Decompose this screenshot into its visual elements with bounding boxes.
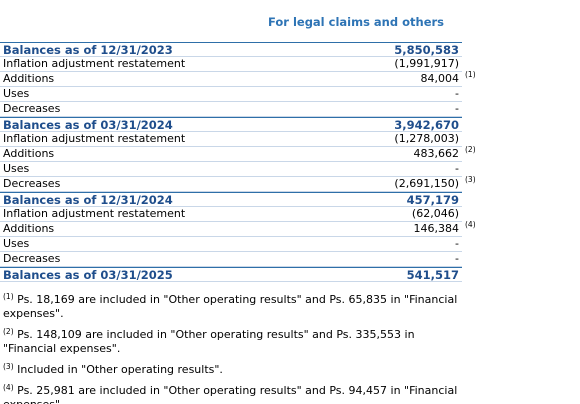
row-label: Inflation adjustment restatement: [3, 132, 186, 145]
row-value: 483,662: [413, 147, 460, 160]
footnotes: (1) Ps. 18,169 are included in "Other op…: [3, 290, 463, 404]
row-label: Additions: [3, 222, 55, 235]
footnote: (4) Ps. 25,981 are included in "Other op…: [3, 381, 463, 404]
row-value: -: [455, 102, 459, 115]
footnote-marker: (2): [3, 327, 14, 336]
row-label: Balances as of 03/31/2025: [3, 268, 173, 282]
row-label: Additions: [3, 147, 55, 160]
row-value: -: [455, 252, 459, 265]
row-value: -: [455, 87, 459, 100]
row-value: 541,517: [406, 268, 459, 282]
footnote-marker: (1): [3, 292, 14, 301]
row-label: Balances as of 12/31/2024: [3, 193, 173, 207]
table-row: Additions 483,662 (2): [0, 145, 476, 162]
row-value: (2,691,150): [394, 177, 459, 190]
footnote-ref: (4): [465, 220, 476, 229]
row-label: Decreases: [3, 177, 61, 190]
footnote-marker: (3): [3, 362, 14, 371]
footnote: (3) Included in "Other operating results…: [3, 360, 463, 377]
row-value: 146,384: [413, 222, 460, 235]
footnote-ref: (1): [465, 70, 476, 79]
row-label: Decreases: [3, 102, 61, 115]
balance-row: Balances as of 12/31/2023 5,850,583: [0, 42, 462, 57]
row-label: Additions: [3, 72, 55, 85]
table-row: Inflation adjustment restatement (62,046): [0, 207, 462, 222]
row-value: 84,004: [420, 72, 460, 85]
row-value: 5,850,583: [394, 43, 459, 57]
row-value: 3,942,670: [394, 118, 459, 132]
table-row: Inflation adjustment restatement (1,278,0…: [0, 132, 462, 147]
footnote-text: Ps. 18,169 are included in "Other operat…: [3, 293, 458, 320]
row-label: Inflation adjustment restatement: [3, 207, 186, 220]
row-label: Uses: [3, 162, 30, 175]
row-label: Uses: [3, 87, 30, 100]
table-row: Additions 84,004 (1): [0, 70, 476, 87]
column-header: For legal claims and others: [267, 15, 445, 29]
row-label: Uses: [3, 237, 30, 250]
footnote: (2) Ps. 148,109 are included in "Other o…: [3, 325, 463, 356]
table-row: Inflation adjustment restatement (1,991,9…: [0, 57, 462, 72]
row-value: -: [455, 162, 459, 175]
row-label: Inflation adjustment restatement: [3, 57, 186, 70]
table-row: Uses -: [0, 237, 462, 252]
footnote-text: Ps. 25,981 are included in "Other operat…: [3, 384, 458, 404]
footnote-ref: (3): [465, 175, 476, 184]
row-label: Balances as of 03/31/2024: [3, 118, 173, 132]
footnote-ref: (2): [465, 145, 476, 154]
balance-row: Balances as of 03/31/2024 3,942,670: [0, 117, 462, 132]
row-value: (1,278,003): [394, 132, 459, 145]
row-label: Decreases: [3, 252, 61, 265]
footnote-text: Ps. 148,109 are included in "Other opera…: [3, 328, 415, 355]
table-row: Additions 146,384 (4): [0, 220, 476, 237]
row-value: 457,179: [406, 193, 459, 207]
table-row: Decreases (2,691,150) (3): [0, 175, 476, 192]
balance-row: Balances as of 03/31/2025 541,517: [0, 267, 462, 282]
table: Balances as of 12/31/2023 5,850,583 Inflat…: [0, 42, 476, 282]
row-label: Balances as of 12/31/2023: [3, 43, 173, 57]
row-value: -: [455, 237, 459, 250]
table-row: Decreases -: [0, 102, 462, 117]
row-value: (1,991,917): [394, 57, 459, 70]
footnote: (1) Ps. 18,169 are included in "Other op…: [3, 290, 463, 321]
footnote-marker: (4): [3, 383, 14, 392]
table-row: Uses -: [0, 87, 462, 102]
row-value: (62,046): [411, 207, 459, 220]
table-row: Uses -: [0, 162, 462, 177]
table-row: Decreases -: [0, 252, 462, 267]
balance-row: Balances as of 12/31/2024 457,179: [0, 192, 462, 207]
footnote-text: Included in "Other operating results".: [17, 363, 223, 376]
